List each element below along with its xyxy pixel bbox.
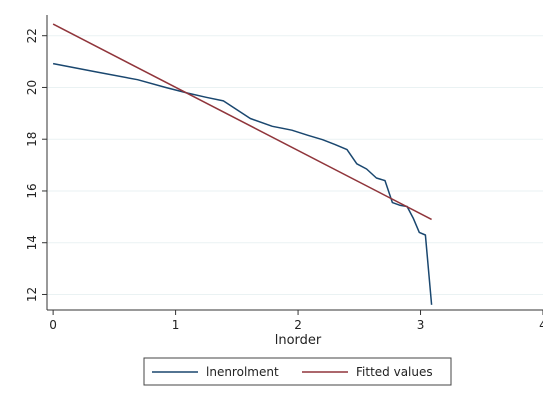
y-tick-label: 12: [25, 287, 39, 302]
y-tick-label: 16: [25, 183, 39, 198]
legend: lnenrolment Fitted values: [143, 357, 452, 386]
y-tick-label: 14: [25, 235, 39, 250]
x-axis-label: lnorder: [275, 333, 322, 348]
series-line-fitted-values: [52, 23, 432, 221]
grid-layer: [47, 35, 543, 295]
legend-box: [143, 357, 452, 386]
x-tick-label: 4: [539, 318, 543, 332]
x-tick-label: 2: [294, 318, 302, 332]
y-tick-label: 22: [25, 28, 39, 43]
series-layer: [52, 23, 433, 305]
axis-layer: 12141618202201234: [25, 15, 543, 332]
y-tick-label: 18: [25, 132, 39, 147]
x-tick-label: 3: [417, 318, 425, 332]
legend-label-fitted-values: Fitted values: [356, 365, 433, 379]
x-tick-label: 0: [49, 318, 57, 332]
y-tick-label: 20: [25, 80, 39, 95]
x-tick-label: 1: [172, 318, 180, 332]
legend-label-lnenrolment: lnenrolment: [206, 365, 279, 379]
